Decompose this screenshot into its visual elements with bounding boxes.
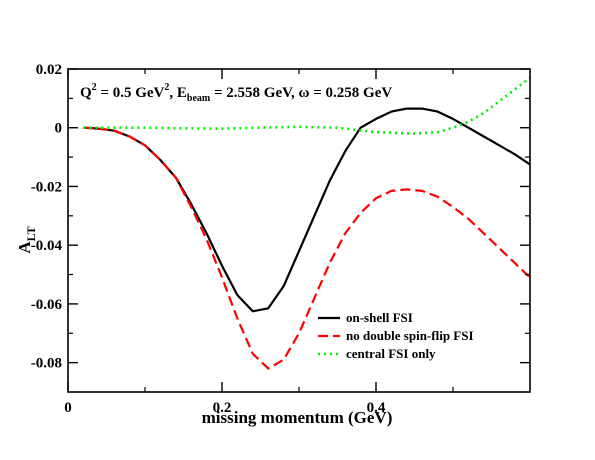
series-line-0 <box>83 107 531 313</box>
x-axis-title: missing momentum (GeV) <box>202 408 393 427</box>
legend-label-1: no double spin-flip FSI <box>346 328 474 343</box>
ticks: 0 0.2 0.4 0.02 0 -0.02 -0.04 -0.06 -0.08 <box>31 62 530 416</box>
legend-label-2: central FSI only <box>346 346 436 361</box>
chart-annotation: Q2 = 0.5 GeV2, Ebeam = 2.558 GeV, ω = 0.… <box>80 82 392 104</box>
y-tick-label: -0.02 <box>31 179 62 195</box>
y-tick-label: -0.06 <box>31 297 63 313</box>
y-tick-label: -0.08 <box>31 356 62 372</box>
series-line-1 <box>83 126 531 370</box>
plot-frame <box>67 68 531 393</box>
legend: on-shell FSI no double spin-flip FSI centr… <box>318 310 474 361</box>
x-tick-label: 0.4 <box>367 400 386 416</box>
plot-lines <box>83 76 531 370</box>
legend-label-0: on-shell FSI <box>346 310 413 325</box>
y-axis-title: ALT <box>15 226 38 253</box>
x-tick-label: 0.2 <box>213 400 232 416</box>
y-tick-label: 0.02 <box>36 62 62 78</box>
y-tick-label: -0.04 <box>31 238 63 254</box>
x-tick-label: 0 <box>64 400 72 416</box>
y-tick-label: 0 <box>55 121 63 137</box>
